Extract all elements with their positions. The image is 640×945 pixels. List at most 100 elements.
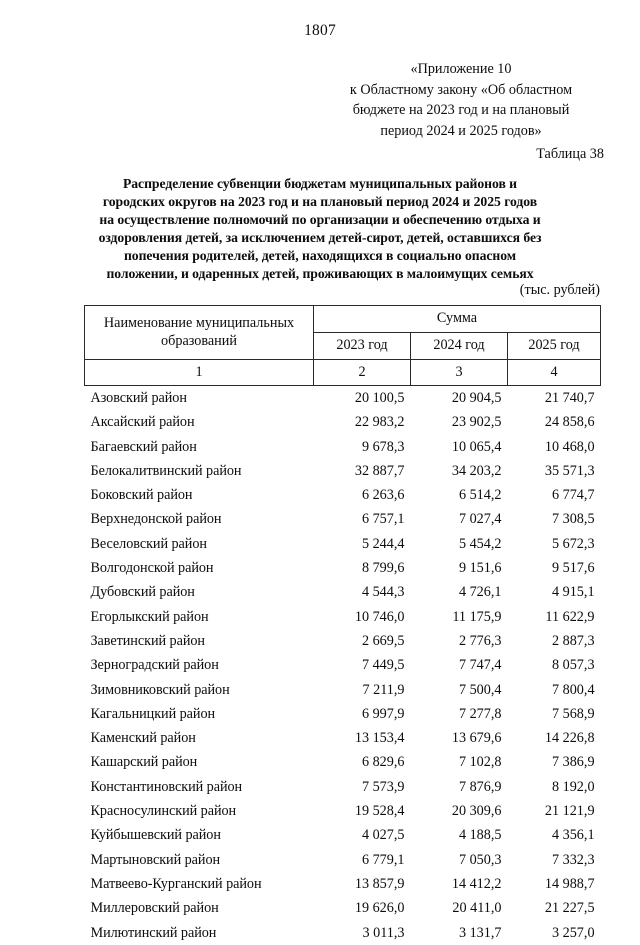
- amount-y2023: 6 829,6: [361, 754, 405, 771]
- amount-y2024: 7 747,4: [458, 657, 502, 674]
- table-row: Миллеровский район 19 626,0 20 411,0 21 227…: [85, 896, 601, 920]
- table-row: Дубовский район 4 544,3 4 726,1 4 915,1: [85, 580, 601, 604]
- table-row: Матвеево-Курганский район 13 857,9 14 412,…: [85, 872, 601, 896]
- table-number-label: Таблица 38: [536, 146, 604, 162]
- amount-y2023: 13 857,9: [354, 875, 405, 892]
- amount-y2024: 7 500,4: [458, 681, 502, 698]
- budget-table-container: Наименование муниципальных образований С…: [84, 305, 602, 945]
- table-row: Кашарский район 6 829,6 7 102,8 7 386,9: [85, 750, 601, 774]
- table-row: Заветинский район 2 669,5 2 776,3 2 887,3: [85, 629, 601, 653]
- amount-y2023: 7 211,9: [362, 681, 405, 698]
- title-line-4: оздоровления детей, за исключением детей…: [98, 230, 542, 246]
- municipality-name: Каменский район: [90, 730, 196, 747]
- municipality-name: Константиновский район: [90, 778, 243, 795]
- municipality-name: Дубовский район: [90, 584, 195, 601]
- table-row: Кагальницкий район 6 997,9 7 277,8 7 568,9: [85, 702, 601, 726]
- units-note: (тыс. рублей): [519, 282, 600, 298]
- amount-y2023: 13 153,4: [354, 730, 405, 747]
- amount-y2025: 4 356,1: [551, 827, 595, 844]
- appendix-line-1: «Приложение 10: [410, 61, 512, 77]
- table-row: Куйбышевский район 4 027,5 4 188,5 4 356,1: [85, 823, 601, 847]
- amount-y2024: 4 726,1: [458, 584, 502, 601]
- table-header-row-1: Наименование муниципальных образований С…: [84, 305, 602, 360]
- table-row: Белокалитвинский район 32 887,7 34 203,2 35…: [85, 459, 601, 483]
- municipality-name: Верхнедонской район: [90, 511, 222, 528]
- amount-y2024: 20 904,5: [451, 390, 502, 406]
- amount-y2025: 7 568,9: [551, 705, 595, 722]
- table-row: Азовский район 20 100,5 20 904,5 21 740,7: [85, 386, 601, 411]
- column-number-2: 2: [313, 359, 411, 386]
- municipality-name: Кагальницкий район: [90, 705, 216, 722]
- page-number: 1807: [304, 22, 336, 39]
- amount-y2025: 7 386,9: [551, 754, 595, 771]
- municipality-name: Егорлыкский район: [90, 608, 209, 625]
- page-title: Распределение субвенции бюджетам муницип…: [64, 175, 576, 284]
- amount-y2025: 2 887,3: [551, 632, 595, 649]
- table-row: Милютинский район 3 011,3 3 131,7 3 257,0: [85, 921, 601, 945]
- amount-y2024: 7 027,4: [458, 511, 502, 528]
- municipality-name: Мартыновский район: [90, 851, 221, 868]
- amount-y2025: 7 308,5: [551, 511, 595, 528]
- amount-y2023: 7 449,5: [361, 657, 405, 674]
- amount-y2025: 9 517,6: [551, 560, 595, 577]
- amount-y2025: 14 988,7: [544, 875, 595, 892]
- column-header-municipality: Наименование муниципальных образований: [84, 305, 314, 360]
- table-header-row-2: 2023 год 2024 год 2025 год: [85, 332, 602, 360]
- amount-y2024: 2 776,3: [458, 632, 502, 649]
- amount-y2024: 20 309,6: [451, 803, 502, 820]
- municipality-name: Красносулинский район: [90, 803, 237, 820]
- appendix-reference: «Приложение 10 к Областному закону «Об о…: [318, 59, 604, 141]
- amount-y2025: 21 121,9: [544, 803, 595, 820]
- column-number-1: 1: [84, 359, 314, 386]
- amount-y2025: 7 800,4: [551, 681, 595, 698]
- appendix-line-2: к Областному закону «Об областном: [349, 81, 573, 98]
- table-row: Волгодонской район 8 799,6 9 151,6 9 517,6: [85, 556, 601, 580]
- municipality-name: Волгодонской район: [90, 560, 214, 577]
- amount-y2025: 35 571,3: [544, 462, 595, 479]
- column-number-4: 4: [506, 359, 602, 386]
- municipality-name: Милютинский район: [90, 924, 217, 941]
- amount-y2024: 7 876,9: [458, 778, 502, 795]
- amount-y2025: 7 332,3: [551, 851, 595, 868]
- column-header-year-2025: 2025 год: [506, 332, 602, 360]
- column-header-sum-group: Сумма: [312, 305, 602, 333]
- amount-y2023: 10 746,0: [354, 608, 405, 625]
- amount-y2025: 21 740,7: [544, 390, 595, 406]
- municipality-name: Матвеево-Курганский район: [90, 875, 262, 892]
- amount-y2025: 14 226,8: [544, 730, 595, 747]
- amount-y2023: 32 887,7: [354, 462, 405, 479]
- title-line-5: попечения родителей, детей, находящихся …: [123, 248, 517, 264]
- amount-y2023: 9 678,3: [361, 438, 405, 455]
- amount-y2023: 2 669,5: [361, 632, 405, 649]
- amount-y2024: 23 902,5: [451, 414, 502, 431]
- budget-table: Наименование муниципальных образований С…: [84, 305, 602, 945]
- amount-y2023: 22 983,2: [354, 414, 405, 431]
- municipality-name: Белокалитвинский район: [90, 462, 242, 479]
- table-row: Верхнедонской район 6 757,1 7 027,4 7 308,5: [85, 507, 601, 531]
- amount-y2023: 5 244,4: [361, 535, 405, 552]
- amount-y2025: 6 774,7: [551, 487, 595, 504]
- column-header-year-2024: 2024 год: [410, 332, 508, 360]
- amount-y2023: 6 997,9: [361, 705, 405, 722]
- amount-y2024: 20 411,0: [452, 900, 502, 917]
- amount-y2025: 4 915,1: [551, 584, 595, 601]
- amount-y2024: 13 679,6: [451, 730, 502, 747]
- table-header: Наименование муниципальных образований С…: [84, 305, 602, 386]
- amount-y2023: 3 011,3: [362, 924, 405, 941]
- municipality-name: Багаевский район: [90, 438, 197, 455]
- municipality-name: Зерноградский район: [90, 657, 219, 674]
- municipality-name: Миллеровский район: [90, 900, 219, 917]
- amount-y2024: 10 065,4: [451, 438, 502, 455]
- amount-y2023: 6 757,1: [361, 511, 405, 528]
- amount-y2024: 7 102,8: [458, 754, 502, 771]
- table-row: Зерноградский район 7 449,5 7 747,4 8 057,3: [85, 653, 601, 677]
- table-row: Красносулинский район 19 528,4 20 309,6 21 …: [85, 799, 601, 823]
- amount-y2023: 20 100,5: [354, 390, 405, 406]
- amount-y2023: 8 799,6: [361, 560, 405, 577]
- appendix-line-3: бюджете на 2023 год и на плановый: [352, 102, 570, 118]
- amount-y2024: 6 514,2: [458, 487, 502, 504]
- municipality-name: Кашарский район: [90, 754, 198, 771]
- amount-y2023: 7 573,9: [361, 778, 405, 795]
- amount-y2024: 3 131,7: [458, 924, 502, 941]
- column-number-3: 3: [410, 359, 508, 386]
